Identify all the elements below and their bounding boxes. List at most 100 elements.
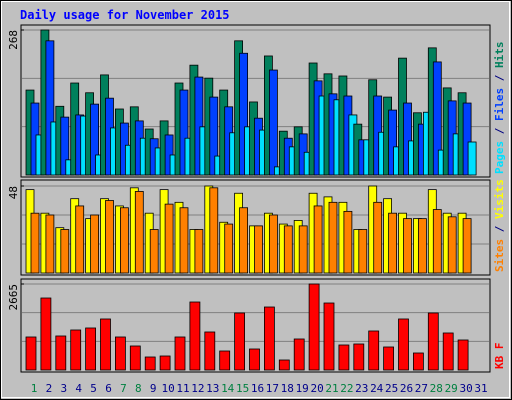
- bar: [239, 52, 249, 176]
- bar: [427, 312, 439, 371]
- bar: [249, 348, 260, 371]
- x-tick-label: 8: [135, 382, 142, 395]
- x-tick-label: 11: [176, 382, 189, 395]
- bar: [224, 223, 234, 274]
- x-tick-label: 20: [310, 382, 323, 395]
- bar: [447, 216, 457, 274]
- legend-entry: Hits: [493, 42, 506, 69]
- bar: [144, 356, 156, 371]
- bar: [263, 306, 275, 371]
- bar: [100, 318, 111, 371]
- x-tick-label: 13: [206, 382, 219, 395]
- x-tick-label: 26: [400, 382, 413, 395]
- bar: [189, 301, 201, 371]
- y-tick-label: 48: [7, 186, 20, 199]
- bar: [293, 338, 305, 371]
- legend-entry: Visits: [493, 179, 506, 219]
- bar: [40, 297, 52, 371]
- bar: [462, 102, 472, 176]
- bar: [388, 109, 398, 176]
- bar: [432, 61, 442, 176]
- bar: [209, 96, 219, 176]
- bar: [432, 209, 442, 274]
- bar: [55, 335, 67, 371]
- x-tick-label: 5: [90, 382, 97, 395]
- bar: [268, 214, 278, 274]
- x-tick-label: 19: [296, 382, 309, 395]
- bar: [403, 102, 412, 176]
- x-tick-label: 1: [31, 382, 38, 395]
- bar: [323, 302, 335, 371]
- bar: [164, 203, 174, 274]
- bar: [149, 229, 159, 274]
- legend: Pages / Files / Hits: [493, 42, 506, 175]
- bar: [467, 141, 477, 176]
- x-tick-label: 25: [385, 382, 398, 395]
- bar: [60, 116, 70, 176]
- legend-entry: KB F: [493, 343, 506, 370]
- bar: [254, 225, 263, 274]
- x-tick-label: 14: [221, 382, 235, 395]
- bar: [268, 69, 278, 176]
- bar: [353, 343, 365, 371]
- legend-entry: Sites: [493, 239, 506, 272]
- x-tick-label: 18: [281, 382, 294, 395]
- x-tick-label: 15: [236, 382, 249, 395]
- bar: [239, 207, 249, 274]
- bar: [388, 212, 398, 274]
- x-tick-label: 9: [150, 382, 157, 395]
- bar: [383, 346, 395, 371]
- bar: [219, 350, 231, 371]
- bar: [90, 103, 99, 176]
- legend-separator: /: [493, 219, 506, 239]
- legend-separator: /: [493, 68, 506, 88]
- bar: [403, 218, 412, 274]
- bar: [283, 225, 293, 274]
- bar: [134, 191, 144, 274]
- bar: [298, 225, 308, 274]
- bar: [25, 336, 37, 371]
- bar: [105, 200, 114, 274]
- x-tick-label: 30: [459, 382, 472, 395]
- x-tick-label: 7: [120, 382, 127, 395]
- bar: [417, 218, 427, 274]
- bar: [90, 214, 99, 274]
- y-tick-label: 268: [7, 30, 20, 50]
- x-tick-label: 6: [105, 382, 112, 395]
- bar: [179, 89, 189, 176]
- bar: [70, 329, 82, 371]
- bar: [328, 201, 338, 274]
- bar: [120, 207, 129, 274]
- bar: [115, 336, 126, 371]
- bar: [234, 312, 246, 371]
- x-tick-label: 12: [191, 382, 204, 395]
- x-tick-label: 27: [415, 382, 428, 395]
- bar: [85, 327, 96, 371]
- legend-entry: Files: [493, 88, 506, 121]
- bar: [343, 210, 353, 274]
- x-tick-label: 17: [266, 382, 279, 395]
- x-tick-label: 24: [370, 382, 384, 395]
- bar: [45, 40, 55, 176]
- bar: [308, 283, 320, 371]
- bar: [278, 359, 290, 371]
- legend: KB F: [493, 343, 506, 370]
- bar: [159, 355, 171, 371]
- bar: [129, 345, 141, 371]
- bar: [373, 201, 383, 274]
- x-tick-label: 28: [430, 382, 443, 395]
- bar: [358, 229, 368, 274]
- x-tick-label: 4: [75, 382, 82, 395]
- x-tick-label: 29: [445, 382, 458, 395]
- bar: [338, 344, 350, 371]
- bar: [457, 339, 469, 371]
- bar: [179, 207, 189, 274]
- x-tick-label: 22: [340, 382, 353, 395]
- x-tick-label: 16: [251, 382, 264, 395]
- x-tick-label: 31: [474, 382, 487, 395]
- x-tick-label: 3: [60, 382, 67, 395]
- legend: Sites / Visits: [493, 179, 506, 272]
- bar: [442, 332, 454, 371]
